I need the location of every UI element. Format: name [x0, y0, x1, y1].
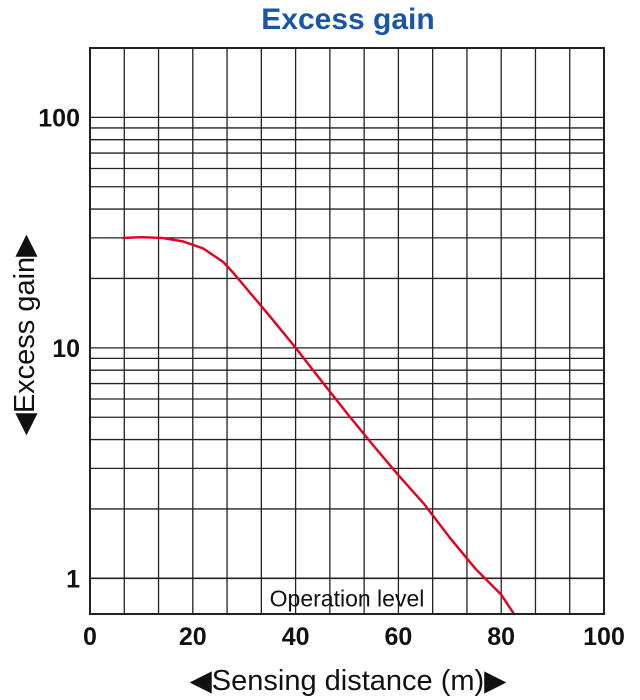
operation-level-label: Operation level: [270, 585, 425, 611]
y-tick-label: 100: [38, 104, 80, 132]
y-tick-label: 1: [66, 565, 80, 593]
x-tick-label: 40: [282, 623, 310, 651]
x-tick-label: 0: [83, 623, 97, 651]
x-tick-label: 20: [179, 623, 207, 651]
x-tick-label: 80: [487, 623, 515, 651]
grid-lines: [90, 48, 604, 614]
x-axis-label: ◀Sensing distance (m)▶: [189, 665, 507, 697]
x-tick-labels: 0 20 40 60 80 100: [83, 623, 625, 651]
y-tick-label: 10: [52, 335, 80, 363]
chart-title: Excess gain: [261, 3, 434, 36]
x-tick-label: 60: [384, 623, 412, 651]
x-tick-label: 100: [583, 623, 625, 651]
y-axis-label: ◀Excess gain▶: [9, 234, 41, 436]
y-tick-labels: 1 10 100: [38, 104, 80, 593]
excess-gain-curve: [122, 236, 516, 616]
plot-frame: [89, 47, 605, 615]
